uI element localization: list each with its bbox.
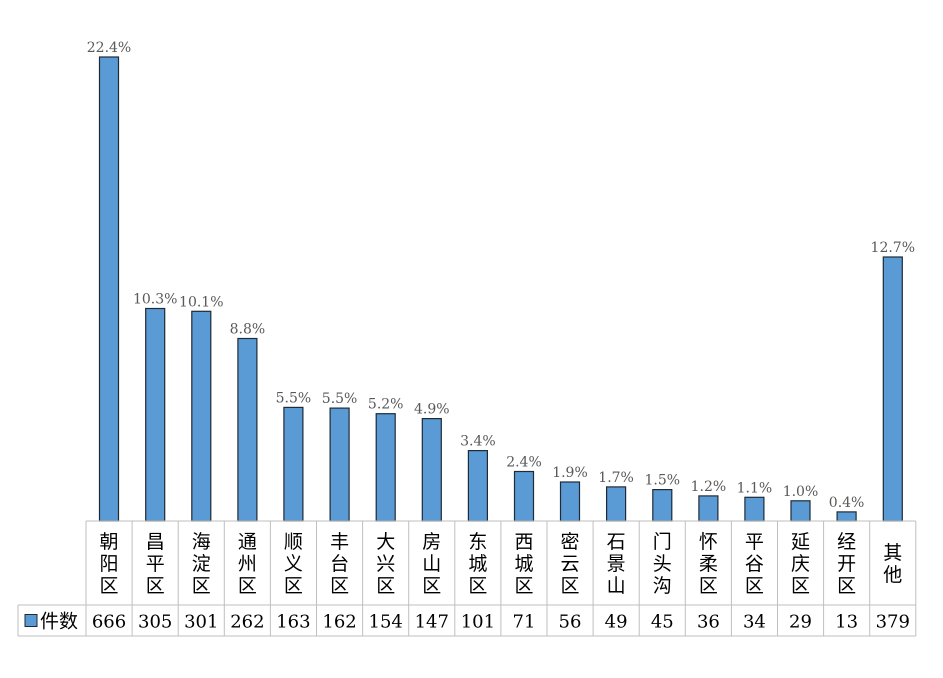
value-cell-怀柔区: 36 <box>697 612 720 633</box>
bar-石景山 <box>605 486 627 522</box>
data-labels-layer: 22.4% 10.3% 10.1% 8.8% 5.5% 5.5% 5.2% 4.9% 3.4% 2… <box>87 40 915 511</box>
bar-其他 <box>882 256 903 522</box>
data-label-昌平区: 10.3% <box>133 292 177 308</box>
data-label-顺义区: 5.5% <box>276 390 312 406</box>
bar-丰台区 <box>329 407 350 522</box>
data-label-门头沟: 1.5% <box>645 473 681 489</box>
category-label-朝阳区: 朝阳区 <box>99 531 118 597</box>
data-label-石景山: 1.7% <box>598 470 634 486</box>
value-cell-平谷区: 34 <box>743 612 766 633</box>
value-cell-昌平区: 305 <box>138 612 172 633</box>
category-label-丰台区: 丰台区 <box>330 531 349 597</box>
bar-通州区 <box>237 337 258 522</box>
data-label-丰台区: 5.5% <box>322 391 358 407</box>
category-label-通州区: 通州区 <box>238 531 257 597</box>
category-label-房山区: 房山区 <box>422 531 441 597</box>
bar-延庆区 <box>790 500 811 522</box>
bar-门头沟 <box>652 489 673 522</box>
bar-大兴区 <box>375 413 396 522</box>
category-label-石景山: 石景山 <box>607 531 626 597</box>
category-label-经开区: 经开区 <box>837 531 856 597</box>
data-table: 朝阳区 昌平区 海淀区 通州区 顺义区 丰台区 大兴区 房山区 东城区 西城区 密云区 石景山 门头沟 怀… <box>17 520 917 637</box>
value-cell-朝阳区: 666 <box>92 612 126 633</box>
bar-密云区 <box>559 481 581 522</box>
bar-平谷区 <box>744 496 765 522</box>
category-label-怀柔区: 怀柔区 <box>699 531 718 597</box>
data-label-延庆区: 1.0% <box>783 484 819 500</box>
data-label-密云区: 1.9% <box>552 465 588 481</box>
bar-顺义区 <box>283 406 304 522</box>
value-cell-东城区: 101 <box>461 612 495 633</box>
data-label-经开区: 0.4% <box>829 495 865 511</box>
bar-经开区 <box>836 511 857 522</box>
data-label-怀柔区: 1.2% <box>691 479 727 495</box>
data-label-海淀区: 10.1% <box>179 294 223 310</box>
value-cell-石景山: 49 <box>605 612 628 633</box>
data-label-平谷区: 1.1% <box>737 480 773 496</box>
bar-海淀区 <box>191 310 212 522</box>
bar-朝阳区 <box>98 56 120 522</box>
category-label-其他: 其他 <box>883 542 902 586</box>
category-label-密云区: 密云区 <box>560 531 579 597</box>
category-label-东城区: 东城区 <box>468 531 487 597</box>
category-label-大兴区: 大兴区 <box>376 531 395 597</box>
value-cell-丰台区: 162 <box>322 612 356 633</box>
data-label-其他: 12.7% <box>871 240 915 256</box>
category-label-顺义区: 顺义区 <box>284 531 303 597</box>
bar-房山区 <box>421 418 442 522</box>
category-label-昌平区: 昌平区 <box>146 531 165 597</box>
category-label-西城区: 西城区 <box>514 531 533 597</box>
value-cell-门头沟: 45 <box>651 612 674 633</box>
value-cell-经开区: 13 <box>835 612 858 633</box>
value-cell-密云区: 56 <box>559 612 582 633</box>
data-label-房山区: 4.9% <box>414 402 450 418</box>
value-cell-房山区: 147 <box>415 612 449 633</box>
value-cell-延庆区: 29 <box>789 612 812 633</box>
value-cell-海淀区: 301 <box>184 612 218 633</box>
data-label-通州区: 8.8% <box>230 322 266 338</box>
category-label-海淀区: 海淀区 <box>192 531 211 597</box>
value-cell-其他: 379 <box>876 612 910 633</box>
category-label-平谷区: 平谷区 <box>745 531 764 597</box>
value-cell-顺义区: 163 <box>276 612 310 633</box>
data-label-朝阳区: 22.4% <box>87 40 131 56</box>
category-label-门头沟: 门头沟 <box>653 531 672 597</box>
value-cell-通州区: 262 <box>230 612 264 633</box>
bars-layer <box>98 56 903 522</box>
data-label-东城区: 3.4% <box>460 434 496 450</box>
bar-东城区 <box>467 450 488 522</box>
bar-西城区 <box>513 470 535 522</box>
bar-昌平区 <box>145 307 166 522</box>
category-label-延庆区: 延庆区 <box>791 531 810 597</box>
data-label-西城区: 2.4% <box>506 455 542 471</box>
bar-怀柔区 <box>698 495 719 522</box>
value-cell-大兴区: 154 <box>369 612 403 633</box>
legend-label: 件数 <box>40 611 78 633</box>
value-cell-西城区: 71 <box>513 612 536 633</box>
data-label-大兴区: 5.2% <box>368 397 404 413</box>
legend-swatch <box>24 614 38 627</box>
